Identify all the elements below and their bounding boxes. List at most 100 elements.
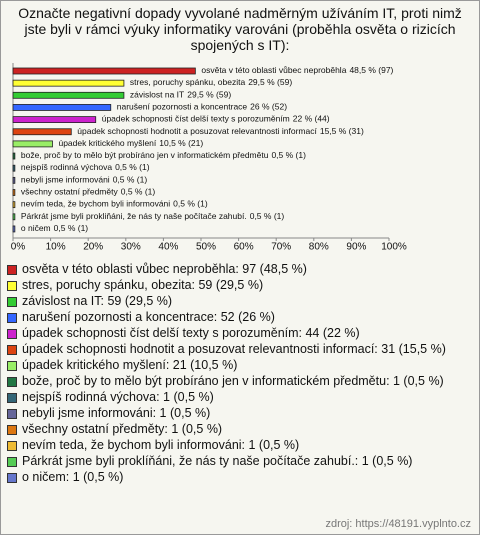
- bar: [12, 79, 125, 87]
- legend-label: osvěta v této oblasti vůbec neproběhla: …: [22, 262, 307, 276]
- legend-swatch: [7, 361, 17, 371]
- bar-label: úpadek schopnosti hodnotit a posuzovat r…: [77, 126, 364, 136]
- legend-swatch: [7, 377, 17, 387]
- bar: [12, 201, 16, 209]
- category-label: bože, proč by to mělo být probíráno jen …: [21, 150, 269, 160]
- value-label: 48,5 % (97): [349, 65, 393, 75]
- legend-item: nebyli jsme informováni: 1 (0,5 %): [7, 406, 473, 421]
- value-label: 0,5 % (1): [121, 187, 156, 197]
- bar-label: osvěta v této oblasti vůbec neproběhla 48…: [201, 65, 393, 75]
- legend: osvěta v této oblasti vůbec neproběhla: …: [7, 262, 473, 486]
- legend-swatch: [7, 297, 17, 307]
- category-label: závislost na IT: [130, 90, 184, 100]
- category-label: osvěta v této oblasti vůbec neproběhla: [201, 65, 346, 75]
- value-label: 15,5 % (31): [320, 126, 364, 136]
- bar-label: nebyli jsme informováni 0,5 % (1): [21, 175, 147, 185]
- bar-label: o ničem 0,5 % (1): [21, 223, 88, 233]
- category-label: úpadek schopnosti číst delší texty s por…: [102, 114, 290, 124]
- legend-swatch: [7, 457, 17, 467]
- x-tick-label: 80%: [309, 242, 329, 253]
- legend-label: nevím teda, že bychom byli informováni: …: [22, 438, 300, 452]
- bar-label: závislost na IT 29,5 % (59): [130, 90, 231, 100]
- legend-item: stres, poruchy spánku, obezita: 59 (29,5…: [7, 278, 473, 293]
- legend-item: narušení pozornosti a koncentrace: 52 (2…: [7, 310, 473, 325]
- legend-swatch: [7, 345, 17, 355]
- chart: 0% 10% 20% 30% 40% 50% 60% 70% 80% 90% 100% osvěta …: [11, 63, 407, 253]
- legend-label: úpadek schopnosti hodnotit a posuzovat r…: [22, 342, 446, 356]
- bar-label: úpadek kritického myšlení 10,5 % (21): [58, 138, 203, 148]
- value-label: 0,5 % (1): [113, 175, 148, 185]
- chart-title: Označte negativní dopady vyvolané nadměr…: [18, 5, 462, 53]
- bar-label: všechny ostatní předměty 0,5 % (1): [21, 187, 156, 197]
- legend-label: stres, poruchy spánku, obezita: 59 (29,5…: [22, 278, 264, 292]
- category-label: úpadek kritického myšlení: [58, 138, 156, 148]
- category-label: nejspíš rodinná výchova: [21, 162, 112, 172]
- source: zdroj: https://48191.vyplnto.cz: [325, 518, 471, 530]
- value-label: 0,5 % (1): [54, 223, 89, 233]
- bar: [12, 213, 16, 221]
- category-label: úpadek schopnosti hodnotit a posuzovat r…: [77, 126, 317, 136]
- bar: [12, 104, 112, 111]
- legend-swatch: [7, 313, 17, 323]
- category-label: všechny ostatní předměty: [21, 187, 119, 197]
- legend-item: všechny ostatní předměty: 1 (0,5 %): [7, 422, 473, 437]
- legend-item: osvěta v této oblasti vůbec neproběhla: …: [7, 262, 473, 277]
- bar: [12, 225, 16, 233]
- x-tick-label: 20%: [83, 242, 103, 253]
- bar: [12, 91, 125, 99]
- bar-label: nejspíš rodinná výchova 0,5 % (1): [21, 162, 150, 172]
- x-tick-label: 70%: [271, 242, 291, 253]
- category-label: nevím teda, že bychom byli informováni: [21, 199, 170, 209]
- legend-item: úpadek kritického myšlení: 21 (10,5 %): [7, 358, 473, 373]
- bar: [12, 116, 97, 123]
- legend-label: bože, proč by to mělo být probíráno jen …: [22, 374, 444, 388]
- x-tick-label: 40%: [158, 242, 178, 253]
- category-label: nebyli jsme informováni: [21, 175, 110, 185]
- category-label: o ničem: [21, 223, 51, 233]
- value-label: 0,5 % (1): [115, 162, 150, 172]
- x-tick-label: 60%: [234, 242, 254, 253]
- legend-swatch: [7, 425, 17, 435]
- bar: [12, 128, 72, 136]
- legend-label: úpadek kritického myšlení: 21 (10,5 %): [22, 358, 238, 372]
- bar: [12, 164, 16, 172]
- legend-swatch: [7, 473, 17, 483]
- legend-swatch: [7, 329, 17, 339]
- legend-label: všechny ostatní předměty: 1 (0,5 %): [22, 422, 223, 436]
- bar-label: stres, poruchy spánku, obezita 29,5 % (59…: [130, 77, 292, 87]
- value-label: 29,5 % (59): [248, 77, 292, 87]
- legend-swatch: [7, 265, 17, 275]
- legend-label: závislost na IT: 59 (29,5 %): [22, 294, 173, 308]
- legend-label: nejspíš rodinná výchova: 1 (0,5 %): [22, 390, 214, 404]
- bar-label: narušení pozornosti a koncentrace 26 % (5…: [117, 102, 287, 112]
- x-tick-label: 0%: [11, 242, 26, 253]
- value-label: 26 % (52): [250, 102, 287, 112]
- bar-label: bože, proč by to mělo být probíráno jen …: [21, 150, 306, 160]
- bar: [12, 152, 16, 160]
- category-label: stres, poruchy spánku, obezita: [130, 77, 246, 87]
- legend-item: Párkrát jsme byli proklíňáni, že nás ty …: [7, 454, 473, 469]
- value-label: 0,5 % (1): [250, 211, 285, 221]
- bar-label: úpadek schopnosti číst delší texty s por…: [102, 114, 330, 124]
- value-label: 10,5 % (21): [159, 138, 203, 148]
- bar: [12, 67, 196, 75]
- bar: [12, 140, 53, 148]
- legend-item: úpadek schopnosti číst delší texty s por…: [7, 326, 473, 341]
- bar: [12, 189, 16, 196]
- x-tick-label: 50%: [196, 242, 216, 253]
- legend-item: bože, proč by to mělo být probíráno jen …: [7, 374, 473, 389]
- legend-swatch: [7, 393, 17, 403]
- legend-item: závislost na IT: 59 (29,5 %): [7, 294, 473, 309]
- bar: [12, 176, 16, 184]
- legend-item: úpadek schopnosti hodnotit a posuzovat r…: [7, 342, 473, 357]
- value-label: 0,5 % (1): [271, 150, 306, 160]
- x-tick-label: 100%: [381, 242, 407, 253]
- legend-label: úpadek schopnosti číst delší texty s por…: [22, 326, 360, 340]
- x-tick-label: 90%: [346, 242, 366, 253]
- bar-label: Párkrát jsme byli prokliňáni, že nás ty …: [21, 211, 284, 221]
- value-label: 0,5 % (1): [173, 199, 208, 209]
- legend-item: nevím teda, že bychom byli informováni: …: [7, 438, 473, 453]
- legend-item: nejspíš rodinná výchova: 1 (0,5 %): [7, 390, 473, 405]
- legend-swatch: [7, 441, 17, 451]
